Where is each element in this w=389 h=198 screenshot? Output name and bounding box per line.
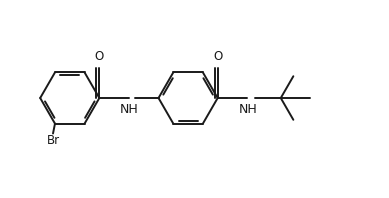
Text: O: O	[213, 50, 222, 63]
Text: NH: NH	[239, 103, 258, 116]
Text: O: O	[95, 50, 104, 63]
Text: Br: Br	[46, 134, 60, 148]
Text: NH: NH	[119, 103, 138, 116]
